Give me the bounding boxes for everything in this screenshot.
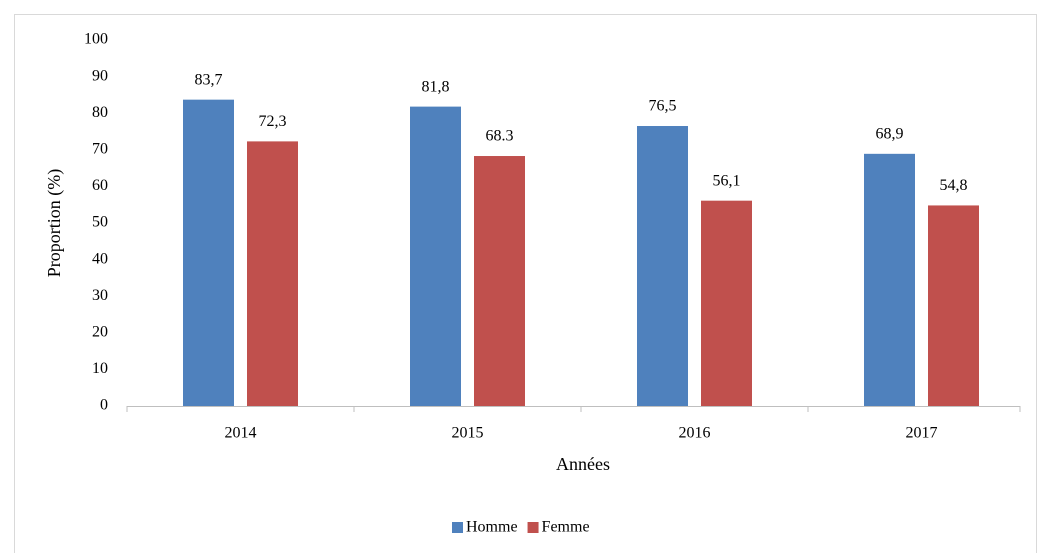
bar — [928, 205, 979, 406]
bar — [247, 141, 298, 406]
value-label: 83,7 — [195, 71, 223, 88]
value-label: 56,1 — [713, 172, 741, 189]
y-tick-label: 100 — [84, 31, 108, 48]
bar — [183, 99, 234, 407]
y-axis-label: Proportion (%) — [44, 169, 65, 277]
x-axis-label: Années — [556, 454, 610, 474]
y-tick-label: 10 — [92, 360, 108, 377]
value-label: 68.3 — [486, 128, 514, 145]
y-tick-label: 80 — [92, 104, 108, 121]
x-tick-label: 2015 — [452, 425, 484, 442]
x-tick-label: 2014 — [225, 425, 257, 442]
value-label: 54,8 — [940, 177, 968, 194]
x-tick-label: 2016 — [679, 425, 711, 442]
y-tick-label: 40 — [92, 250, 108, 267]
y-tick-label: 70 — [92, 140, 108, 157]
bar — [864, 153, 915, 406]
bar — [474, 156, 525, 406]
legend-label: Homme — [466, 519, 518, 536]
bar — [410, 106, 461, 406]
x-tick-label: 2017 — [906, 425, 938, 442]
value-label: 72,3 — [259, 113, 287, 130]
value-label: 76,5 — [649, 98, 677, 115]
chart-frame — [14, 14, 1037, 553]
legend-swatch — [452, 522, 463, 533]
y-tick-label: 90 — [92, 67, 108, 84]
legend-label: Femme — [542, 519, 590, 536]
value-label: 81,8 — [422, 78, 450, 95]
y-tick-label: 0 — [100, 397, 108, 414]
y-tick-label: 20 — [92, 323, 108, 340]
bar — [637, 126, 688, 406]
y-tick-label: 50 — [92, 214, 108, 231]
legend-swatch — [527, 522, 539, 533]
bar — [701, 200, 752, 406]
value-label: 68,9 — [876, 125, 904, 142]
y-tick-label: 30 — [92, 287, 108, 304]
y-tick-label: 60 — [92, 177, 108, 194]
